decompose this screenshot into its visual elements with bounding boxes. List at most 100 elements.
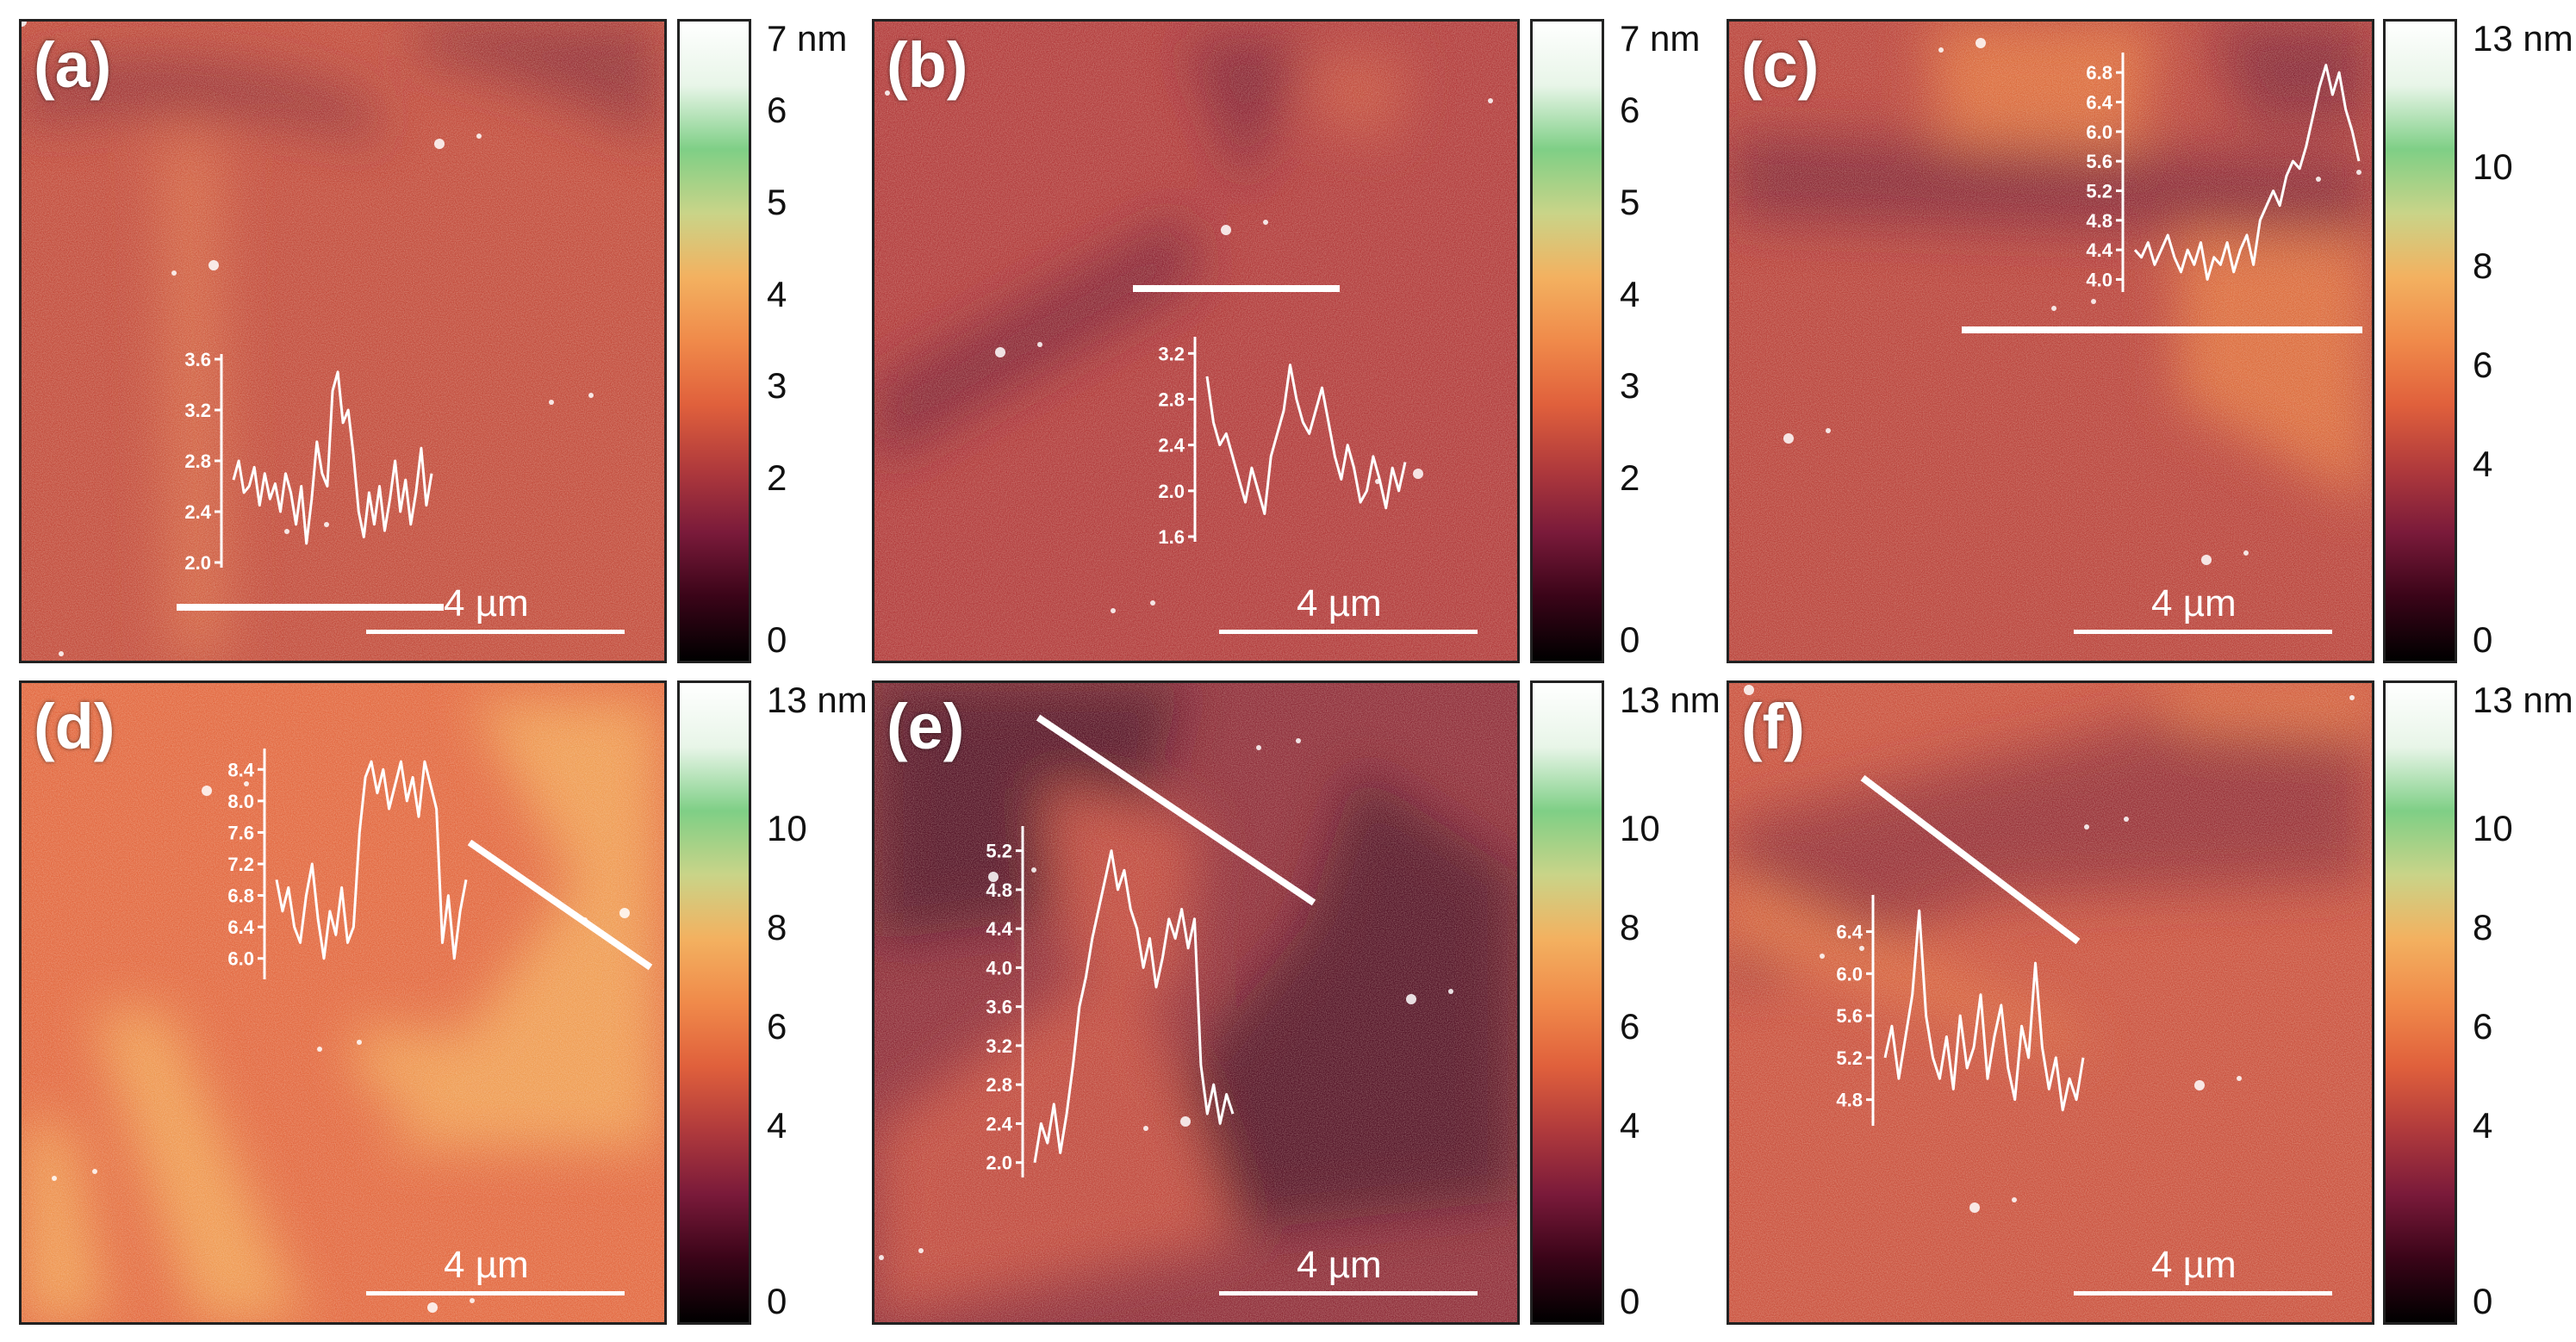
profile-trace xyxy=(275,760,468,960)
particle xyxy=(317,1047,322,1052)
particle xyxy=(1150,600,1155,606)
colorbar-tick-label: 4 xyxy=(1620,273,1640,314)
colorbar-tick-label: 6 xyxy=(1620,89,1640,130)
scale-bar-d xyxy=(366,1291,625,1295)
colorbar-tick-label: 4 xyxy=(1620,1104,1640,1146)
profile-tick-label: 5.6 xyxy=(2086,151,2112,172)
colorbar-tick-label: 0 xyxy=(1620,1281,1640,1321)
colorbar-tick-label: 3 xyxy=(767,365,787,407)
scale-bar-e xyxy=(1219,1291,1478,1295)
particle xyxy=(2201,555,2212,565)
profile-tick-label: 4.0 xyxy=(2086,269,2112,290)
colorbar-tick-label: 10 xyxy=(2473,807,2513,848)
panel-label-a: (a) xyxy=(34,29,112,101)
profile-tick-label: 8.4 xyxy=(227,759,254,780)
colorbar-tick-label: 13 nm xyxy=(1620,680,1720,720)
profile-tick-label: 4.8 xyxy=(1836,1090,1863,1111)
particle xyxy=(244,781,249,786)
profile-tick-label: 2.0 xyxy=(986,1153,1012,1174)
profile-tick-label: 2.4 xyxy=(1158,435,1185,457)
particle xyxy=(2316,177,2321,182)
colorbar-tick-label: 10 xyxy=(2473,146,2513,187)
afm-image-c: (c) 4 µm 6.8 6.4 6.0 5.6 5.2 4.8 4.4 4.0 xyxy=(1727,19,2374,663)
profile-tick-label: 8.0 xyxy=(227,791,254,812)
colorbar-tick-label: 10 xyxy=(1620,807,1660,848)
particle xyxy=(1448,989,1453,994)
profile-tick-label: 2.4 xyxy=(184,501,211,523)
profile-tick-label: 7.2 xyxy=(227,854,254,875)
panel-label-b: (b) xyxy=(887,29,968,101)
colorbar-tick-label: 8 xyxy=(1620,906,1640,947)
height-profile-a: 3.6 3.2 2.8 2.4 2.0 xyxy=(184,349,433,574)
particle xyxy=(2012,1197,2017,1202)
colorbar-c xyxy=(2383,19,2457,663)
panel-label-d: (d) xyxy=(34,691,115,762)
profile-tick-label: 6.8 xyxy=(227,885,254,907)
particle xyxy=(2194,1080,2205,1090)
particle xyxy=(1263,220,1268,225)
particle xyxy=(2243,550,2249,556)
particle xyxy=(52,1176,57,1181)
particle xyxy=(470,1298,475,1303)
height-map-c xyxy=(1729,22,2372,661)
particle xyxy=(988,872,999,882)
colorbar-tick-label: 7 nm xyxy=(767,18,848,59)
particle xyxy=(2051,306,2056,311)
profile-tick-label: 4.8 xyxy=(986,879,1012,901)
particle xyxy=(427,1302,438,1313)
profile-trace xyxy=(1205,363,1407,515)
colorbar-tick-label: 8 xyxy=(767,906,787,947)
colorbar-d xyxy=(677,680,751,1325)
profile-tick-label: 3.2 xyxy=(1158,343,1185,364)
scale-bar-label-c: 4 µm xyxy=(2151,582,2237,624)
colorbar-tick-label: 2 xyxy=(1620,457,1640,499)
particle xyxy=(1406,994,1416,1004)
particle xyxy=(2091,299,2096,304)
afm-image-f: (f) 4 µm 6.4 6.0 5.6 5.2 4.8 xyxy=(1727,680,2374,1325)
colorbar-a xyxy=(677,19,751,663)
colorbar-b xyxy=(1530,19,1604,663)
profile-tick-label: 4.8 xyxy=(2086,210,2112,232)
particle xyxy=(1859,946,1864,951)
profile-tick-label: 6.4 xyxy=(2086,91,2112,113)
panel-label-e: (e) xyxy=(887,691,965,762)
particle xyxy=(1111,608,1116,613)
profile-tick-label: 6.0 xyxy=(227,948,254,970)
scale-bar-label-d: 4 µm xyxy=(444,1244,529,1286)
colorbar-tick-label: 0 xyxy=(2473,1281,2493,1321)
profile-trace xyxy=(1033,849,1235,1163)
profile-tick-label: 4.0 xyxy=(986,957,1012,979)
particle xyxy=(324,522,329,527)
profile-tick-label: 4.4 xyxy=(2086,239,2112,261)
profile-tick-label: 6.0 xyxy=(2086,121,2112,143)
panel-label-f: (f) xyxy=(1741,691,1805,762)
colorbar-tick-label: 8 xyxy=(2473,906,2493,947)
particle xyxy=(2237,1076,2242,1081)
particle xyxy=(1938,47,1944,53)
particle xyxy=(1031,867,1036,873)
profile-tick-label: 3.6 xyxy=(986,997,1012,1018)
colorbar-tick-label: 10 xyxy=(767,807,807,848)
particle xyxy=(171,270,177,276)
particle xyxy=(879,1255,884,1260)
particle xyxy=(1820,954,1825,959)
particle xyxy=(1976,38,1986,48)
particle xyxy=(208,260,219,270)
scale-bar-label-e: 4 µm xyxy=(1297,1244,1382,1286)
height-profile-f: 6.4 6.0 5.6 5.2 4.8 xyxy=(1836,895,2085,1126)
height-map-e xyxy=(874,683,1517,1322)
profile-trace xyxy=(2133,64,2361,281)
particle xyxy=(2349,695,2355,700)
profile-tick-label: 2.8 xyxy=(986,1074,1012,1096)
particle xyxy=(1826,428,1831,433)
particle xyxy=(434,139,445,149)
height-map-a xyxy=(22,22,664,661)
colorbar-tick-label: 13 nm xyxy=(2473,680,2573,720)
profile-tick-label: 4.4 xyxy=(986,918,1012,940)
colorbar-tick-label: 0 xyxy=(767,1281,787,1321)
particle xyxy=(357,1040,362,1045)
afm-image-d: (d) 4 µm 8.4 8.0 7.6 7.2 6.8 6.4 6.0 xyxy=(19,680,667,1325)
profile-tick-label: 5.2 xyxy=(1836,1047,1863,1069)
colorbar-tick-label: 6 xyxy=(767,89,787,130)
particle xyxy=(1413,469,1423,479)
